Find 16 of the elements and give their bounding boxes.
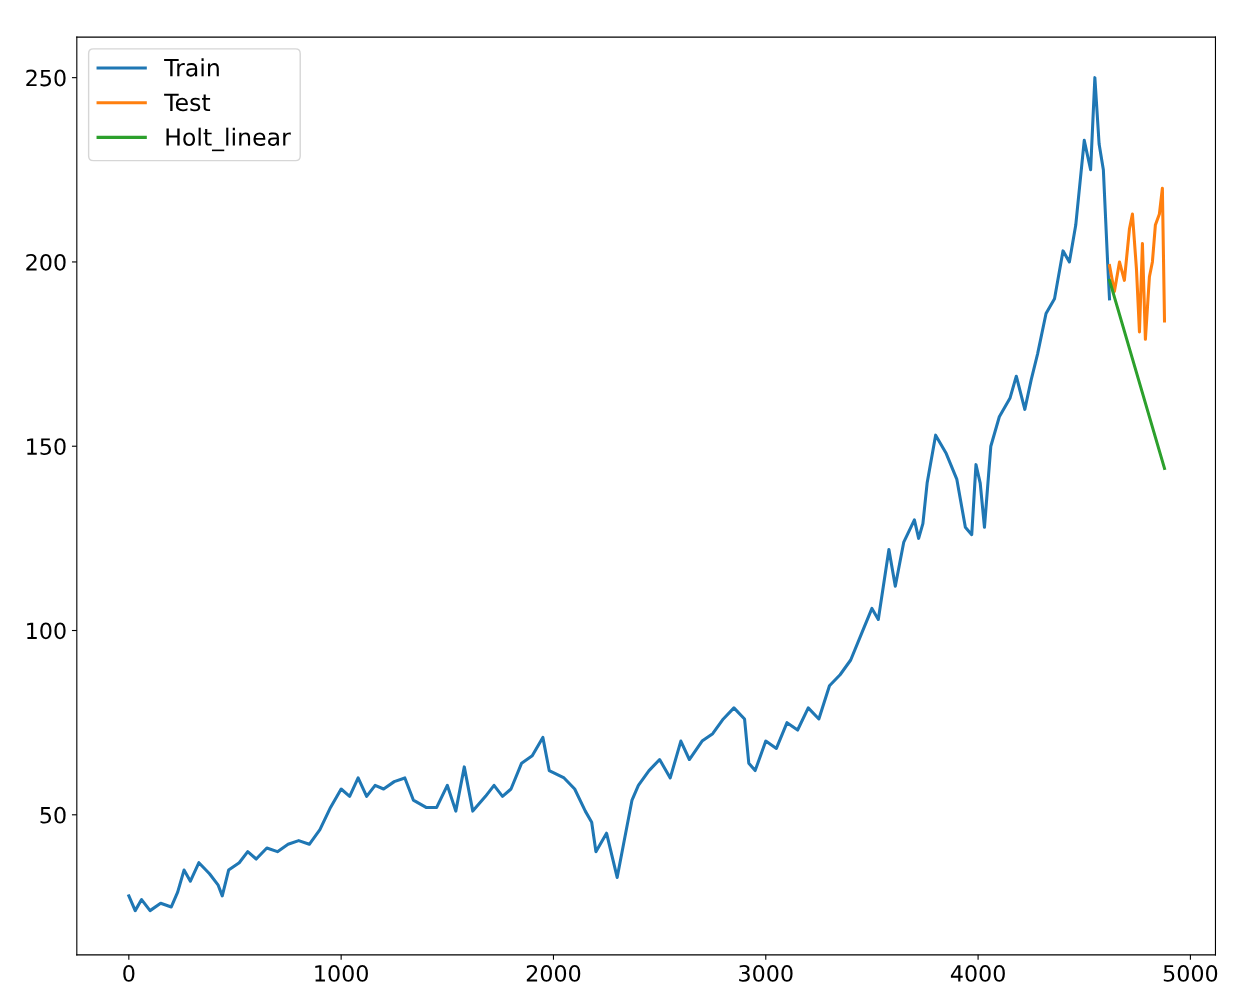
x-tick-label: 1000 xyxy=(315,964,368,982)
line-series xyxy=(1107,186,1167,341)
line-series xyxy=(127,76,1112,913)
y-tick-label: 50 xyxy=(40,806,66,824)
legend-label: Holt_linear xyxy=(166,127,291,152)
x-tick-label: 5000 xyxy=(1163,964,1218,982)
legend-label: Test xyxy=(164,93,211,112)
x-tick-label: 0 xyxy=(123,964,135,982)
y-tick-label: 100 xyxy=(27,622,66,640)
x-tick-label: 2000 xyxy=(526,964,581,982)
x-tick-label: 3000 xyxy=(739,964,793,982)
x-tick-label: 4000 xyxy=(950,964,1005,982)
y-tick-label: 200 xyxy=(26,253,66,271)
legend-label: Train xyxy=(164,58,219,77)
y-tick-label: 250 xyxy=(26,69,66,87)
y-tick-label: 150 xyxy=(27,438,66,455)
